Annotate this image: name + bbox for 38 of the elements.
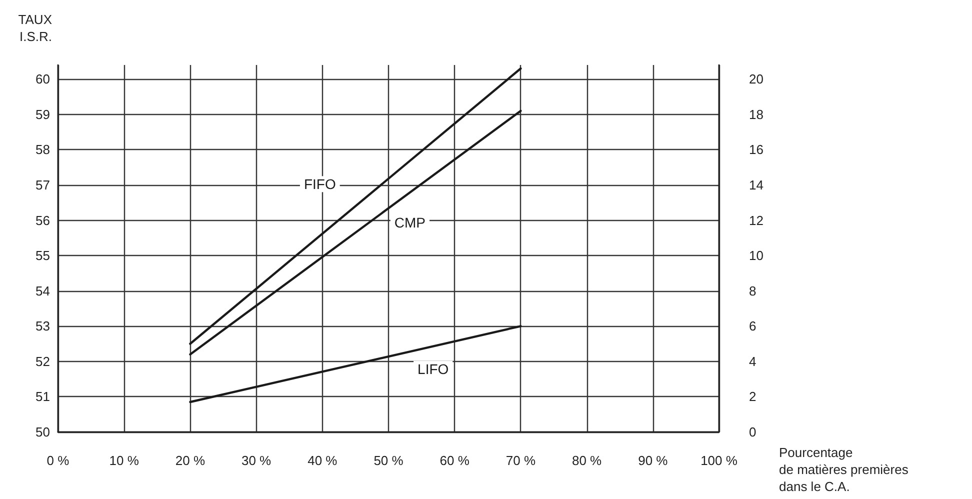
x-tick-label: 80 % [572,453,602,468]
x-tick-label: 60 % [440,453,470,468]
x-tick-label: 100 % [700,453,738,468]
y-tick-label: 59 [36,106,50,122]
y-axis-title: TAUX I.S.R. [18,12,52,44]
y-tick-label: 57 [36,177,50,192]
y2-tick-label: 20 [749,72,764,87]
y-tick-label: 55 [36,248,50,264]
x-axis-title: Pourcentage de matières premières dans le C.A. [779,445,909,494]
y2-tick-label: 6 [749,318,756,334]
y-tick-label: 54 [36,283,50,298]
x-tick-label: 20 % [175,453,206,468]
y-tick-label: 52 [36,354,50,369]
y2-tick-label: 4 [749,354,756,369]
series-label: CMP [394,214,426,230]
x-tick-label: 50 % [374,453,404,468]
x-tick-label: 40 % [308,453,338,468]
x-tick-label: 70 % [506,453,536,468]
y2-tick-label: 18 [749,106,764,122]
y-tick-label: 56 [36,212,50,228]
series-label: LIFO [418,360,449,377]
y2-tick-label: 16 [749,142,764,158]
x-tick-label: 90 % [638,453,668,468]
y-tick-label: 53 [36,318,50,334]
x-tick-label: 0 % [46,453,70,468]
y-tick-label: 60 [36,72,50,87]
x-tick-label: 10 % [109,453,140,468]
y-tick-label: 58 [36,142,50,158]
y2-tick-label: 12 [749,212,764,228]
series-label: FIFO [304,176,336,192]
y-tick-label: 51 [36,389,50,404]
y2-tick-label: 8 [749,283,756,298]
y2-tick-label: 10 [749,248,764,264]
y2-tick-label: 0 [749,424,756,440]
x-tick-label: 30 % [241,453,272,468]
y-tick-label: 50 [36,424,50,440]
y2-tick-label: 2 [749,389,756,404]
y2-tick-label: 14 [749,177,764,192]
